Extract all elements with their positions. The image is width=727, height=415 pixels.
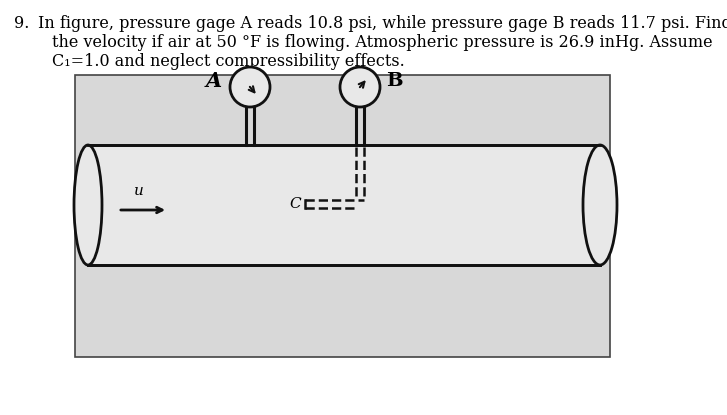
Bar [75, 75, 610, 357]
Text: C: C [289, 197, 301, 211]
Ellipse shape [74, 145, 102, 265]
Bar [88, 145, 600, 265]
Circle shape [340, 67, 380, 107]
Ellipse shape [583, 145, 617, 265]
Text: 9.: 9. [14, 15, 29, 32]
Text: u: u [134, 184, 144, 198]
Text: In figure, pressure gage A reads 10.8 psi, while pressure gage B reads 11.7 psi.: In figure, pressure gage A reads 10.8 ps… [38, 15, 727, 32]
Text: the velocity if air at 50 °F is flowing. Atmospheric pressure is 26.9 inHg. Assu: the velocity if air at 50 °F is flowing.… [52, 34, 712, 51]
Text: A: A [206, 71, 222, 91]
Text: C₁=1.0 and neglect compressibility effects.: C₁=1.0 and neglect compressibility effec… [52, 53, 405, 70]
Text: B: B [386, 72, 403, 90]
Circle shape [230, 67, 270, 107]
